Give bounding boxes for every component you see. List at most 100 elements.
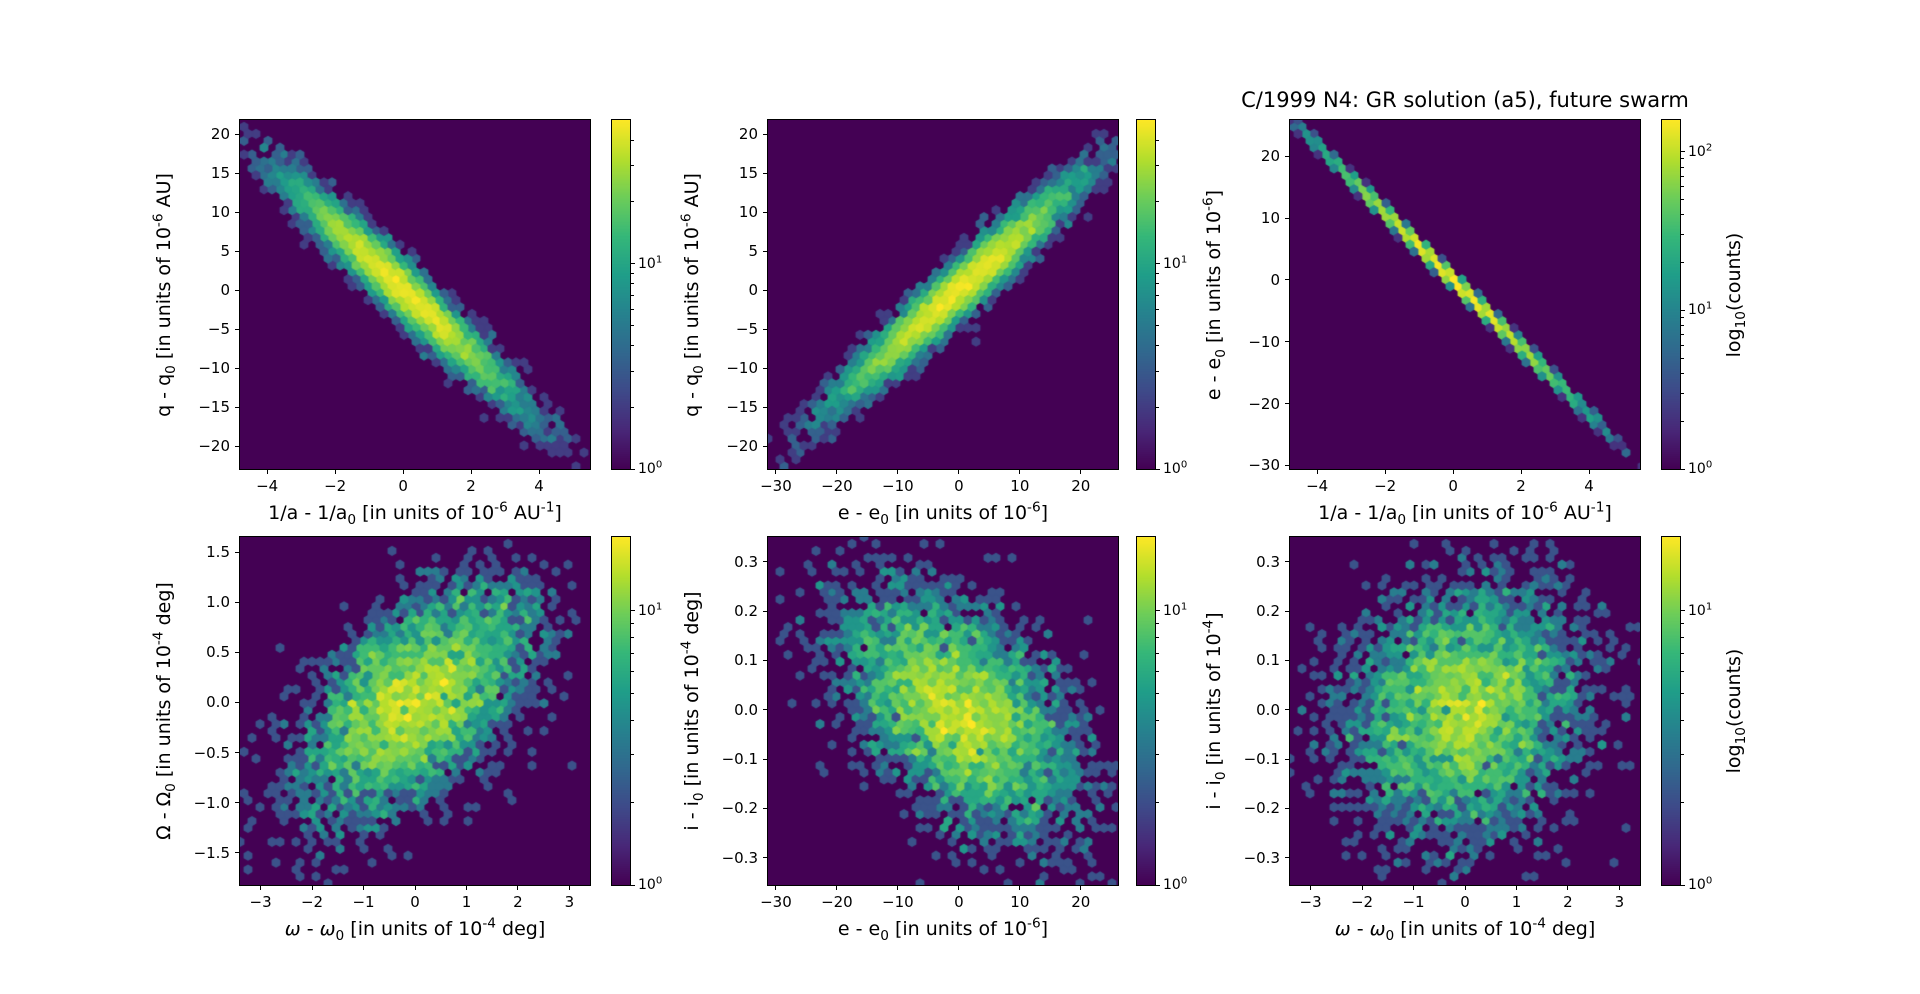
y-tick-label: −10 [1248,332,1280,351]
x-tick-label: 10 [1010,477,1030,495]
colorbar-minor-tickmark [1681,623,1684,625]
colorbar-major-tickmark [1681,468,1685,470]
y-tick-label: −0.3 [721,848,758,867]
x-tickmark [568,886,570,890]
y-tick-label: −0.1 [1243,750,1280,769]
y-tickmark [1285,403,1289,405]
colorbar-major-tickmark [631,610,635,612]
colorbar-minor-tickmark [631,272,634,274]
x-tickmark [1618,886,1620,890]
colorbar-minor-tickmark [1681,345,1684,347]
y-tick-label: −0.5 [193,743,230,762]
y-tickmark [763,133,767,135]
colorbar-minor-tickmark [631,719,634,721]
y-tickmark [235,211,239,213]
y-tickmark [235,250,239,252]
colorbar-minor-tickmark [1681,175,1684,177]
colorbar-minor-tickmark [1681,802,1684,803]
x-tick-label: 0 [410,893,420,911]
colorbar-major-tickmark [1156,468,1160,470]
colorbar-minor-tickmark [1156,692,1159,694]
colorbar-major-tickmark [1681,610,1685,612]
y-axis-label-e-vs-inva: e - e0 [in units of 10-6] [1200,189,1229,400]
x-tick-label: −4 [1306,477,1329,495]
x-tick-label: −2 [324,477,347,495]
y-tick-label: 1.5 [206,543,230,562]
colorbar-major-tickmark [1156,884,1160,886]
colorbar-minor-tickmark [631,637,634,639]
colorbar-minor-tickmark [1156,623,1159,625]
x-tickmark [311,886,313,890]
colorbar-minor-tickmark [1681,357,1684,359]
x-tick-label: 2 [466,477,476,495]
x-tickmark [836,886,838,890]
x-axis-label-i-vs-e: e - e0 [in units of 10-6] [837,915,1049,944]
colorbar-canvas-i-vs-omega [1661,536,1681,886]
x-tick-label: 2 [1563,893,1573,911]
colorbar-minor-tickmark [1156,139,1159,141]
x-tick-label: 2 [1516,477,1526,495]
colorbar-tick-label: 100 [638,875,663,893]
colorbar-minor-tickmark [1681,420,1684,422]
colorbar-minor-tickmark [1681,234,1684,236]
plot-canvas-i-vs-e [767,536,1119,886]
y-tickmark [763,758,767,760]
y-tick-label: 0.5 [206,643,230,662]
y-tick-label: 0.3 [1256,552,1280,571]
colorbar-minor-tickmark [1681,214,1684,216]
colorbar-minor-tickmark [1681,262,1684,264]
colorbar-minor-tickmark [1156,283,1159,285]
colorbar-tick-label: 101 [638,601,663,619]
x-tick-label: 3 [1614,893,1625,911]
y-tick-label: 5 [220,242,230,261]
x-tick-label: 10 [1010,893,1030,911]
y-tickmark [763,659,767,661]
x-tickmark [1413,886,1415,890]
x-tickmark [1019,886,1021,890]
y-tickmark [1285,857,1289,859]
x-tick-label: 1 [461,893,472,911]
y-tick-label: −30 [1248,456,1280,475]
y-tickmark [235,445,239,447]
colorbar-major-tickmark [631,468,635,470]
y-axis-label-q-vs-inva: q - q0 [in units of 10-6 AU] [150,172,179,417]
colorbar-minor-tickmark [1156,370,1159,372]
x-tick-label: 0 [398,477,408,495]
y-tick-label: 5 [748,242,758,261]
y-tick-label: 0.2 [1256,602,1280,621]
y-axis-label-i-vs-omega: i - i0 [in units of 10-4] [1200,612,1229,810]
x-tickmark [414,886,416,890]
colorbar-canvas-i-vs-e [1136,536,1156,886]
plot-canvas-Omega-vs-omega [239,536,591,886]
y-tick-label: 0.1 [1256,651,1280,670]
x-tick-label: 4 [534,477,544,495]
x-tickmark [897,470,899,474]
colorbar-minor-tickmark [1681,334,1684,336]
y-tick-label: −5 [735,320,758,339]
x-tick-label: −10 [882,893,914,911]
colorbar-minor-tickmark [1156,201,1159,203]
colorbar-tick-label: 101 [1688,601,1713,619]
y-tickmark [1285,341,1289,343]
y-tickmark [235,551,239,553]
y-tickmark [1285,279,1289,281]
y-tick-label: 0.2 [734,602,758,621]
x-tickmark [1464,886,1466,890]
colorbar-minor-tickmark [631,201,634,203]
x-tickmark [1384,470,1386,474]
colorbar-minor-tickmark [631,802,634,803]
y-tickmark [235,133,239,135]
y-tickmark [1285,807,1289,809]
y-tick-label: −0.1 [721,750,758,769]
x-tick-label: 2 [513,893,523,911]
y-tick-label: −15 [726,398,758,417]
y-tickmark [763,211,767,213]
y-axis-label-i-vs-e: i - i0 [in units of 10-4 deg] [678,591,707,831]
colorbar-minor-tickmark [631,406,634,408]
y-tickmark [763,561,767,563]
x-tick-label: 0 [1460,893,1470,911]
colorbar-tick-label: 100 [1163,459,1188,477]
colorbar-minor-tickmark [1681,392,1684,394]
